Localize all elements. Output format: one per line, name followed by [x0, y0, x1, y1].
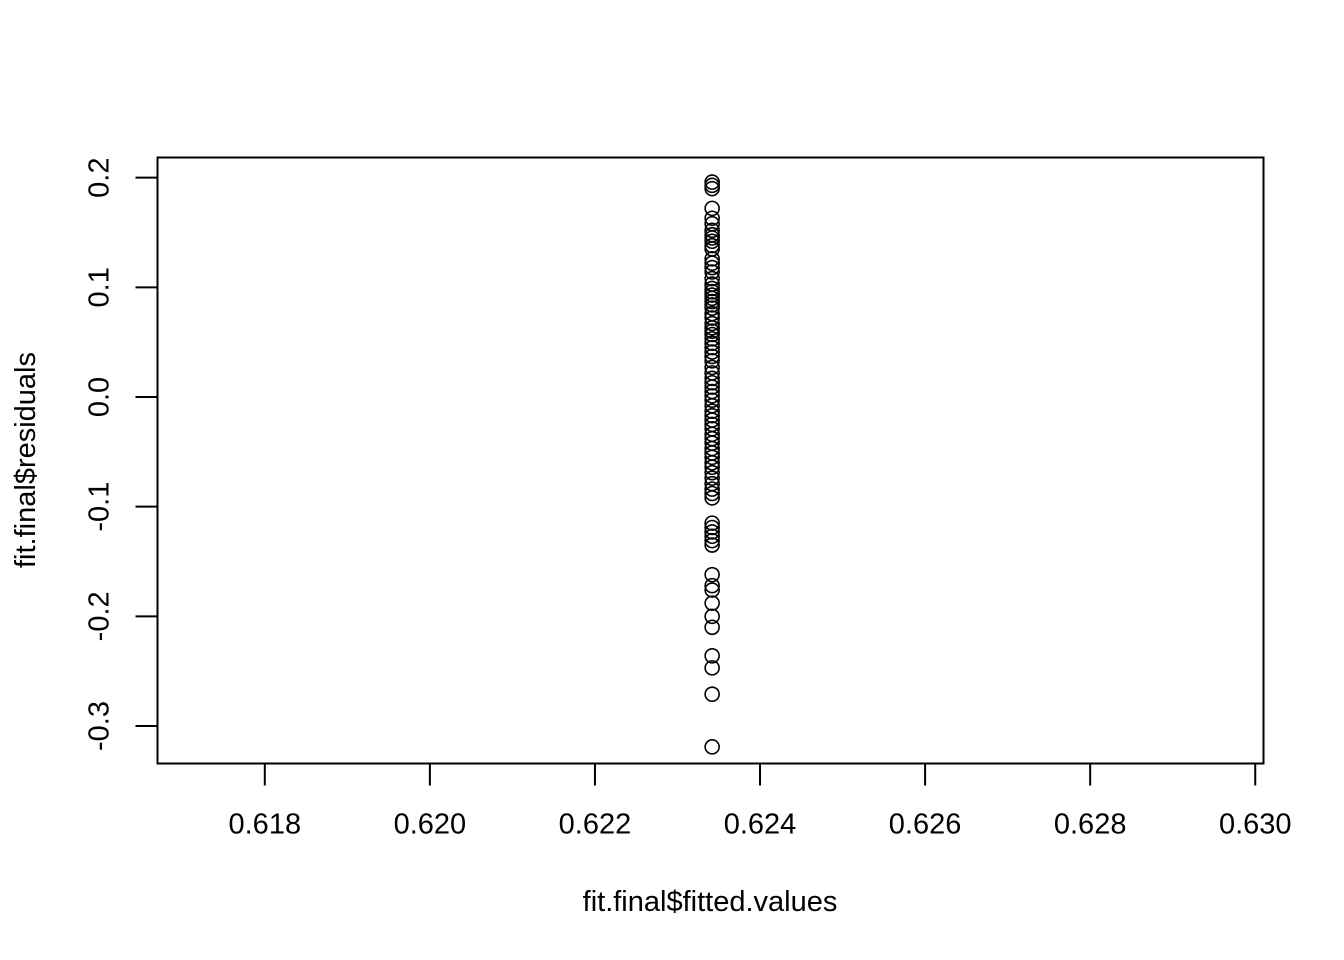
- data-point: [704, 566, 720, 583]
- data-point: [704, 481, 720, 497]
- y-tick-label: -0.1: [84, 482, 116, 532]
- y-axis-title: fit.final$residuals: [10, 352, 42, 568]
- data-point: [704, 403, 720, 420]
- x-tick-label: 0.618: [229, 809, 302, 841]
- y-tick-label: -0.2: [84, 591, 116, 641]
- x-axis-title: fit.final$fitted.values: [583, 886, 838, 918]
- data-point: [704, 200, 720, 217]
- data-point: [704, 608, 720, 625]
- x-axis: 0.618 0.620 0.622 0.624 0.626 0.628 0.630: [229, 762, 1292, 841]
- data-point: [704, 648, 720, 664]
- data-point: [704, 270, 720, 287]
- x-tick-label: 0.624: [724, 809, 797, 841]
- data-point: [704, 739, 720, 755]
- data-point: [704, 470, 720, 486]
- data-point: [704, 359, 720, 376]
- data-point: [704, 619, 720, 636]
- data-point: [704, 222, 720, 239]
- data-point: [704, 515, 720, 531]
- data-point: [704, 407, 720, 424]
- data-point: [704, 490, 720, 506]
- x-tick-label: 0.628: [1054, 809, 1127, 841]
- data-points: [704, 174, 720, 755]
- y-axis: -0.3 -0.2 -0.1 0.0 0.1 0.2: [84, 158, 159, 751]
- data-point: [704, 459, 720, 475]
- y-tick-label: -0.3: [84, 701, 116, 751]
- data-point: [704, 464, 720, 481]
- data-point: [704, 524, 720, 540]
- data-point: [704, 537, 720, 553]
- data-point: [704, 388, 720, 404]
- data-point: [704, 532, 720, 549]
- data-point: [704, 595, 720, 611]
- data-point: [704, 528, 720, 545]
- data-point: [704, 335, 720, 352]
- data-point: [704, 370, 720, 387]
- y-tick-label: 0.0: [84, 377, 116, 417]
- y-tick-label: 0.2: [84, 158, 116, 198]
- data-point: [704, 264, 720, 280]
- data-point: [704, 210, 720, 227]
- data-point: [704, 686, 720, 702]
- data-point: [704, 660, 720, 676]
- data-point: [704, 251, 720, 267]
- data-point: [704, 577, 720, 594]
- data-point: [704, 310, 720, 326]
- data-point: [704, 485, 720, 502]
- data-point: [704, 326, 720, 343]
- y-tick-label: 0.1: [84, 267, 116, 307]
- data-point: [704, 331, 720, 347]
- data-point: [704, 455, 720, 471]
- data-point: [704, 449, 720, 466]
- data-point: [704, 180, 720, 197]
- data-point: [704, 353, 720, 369]
- data-point: [704, 348, 720, 365]
- data-point: [704, 519, 720, 536]
- data-point: [704, 374, 720, 391]
- data-point: [704, 300, 720, 316]
- x-tick-label: 0.626: [889, 809, 962, 841]
- data-point: [704, 379, 720, 395]
- data-point: [704, 177, 720, 194]
- x-tick-label: 0.620: [394, 809, 467, 841]
- data-point: [704, 339, 720, 356]
- data-point: [704, 582, 720, 598]
- data-point: [704, 392, 720, 409]
- data-point: [704, 315, 720, 332]
- data-point: [704, 259, 720, 276]
- x-tick-label: 0.622: [559, 809, 632, 841]
- data-point: [704, 255, 720, 272]
- data-point: [704, 233, 720, 250]
- x-tick-label: 0.630: [1219, 809, 1292, 841]
- data-point: [704, 344, 720, 360]
